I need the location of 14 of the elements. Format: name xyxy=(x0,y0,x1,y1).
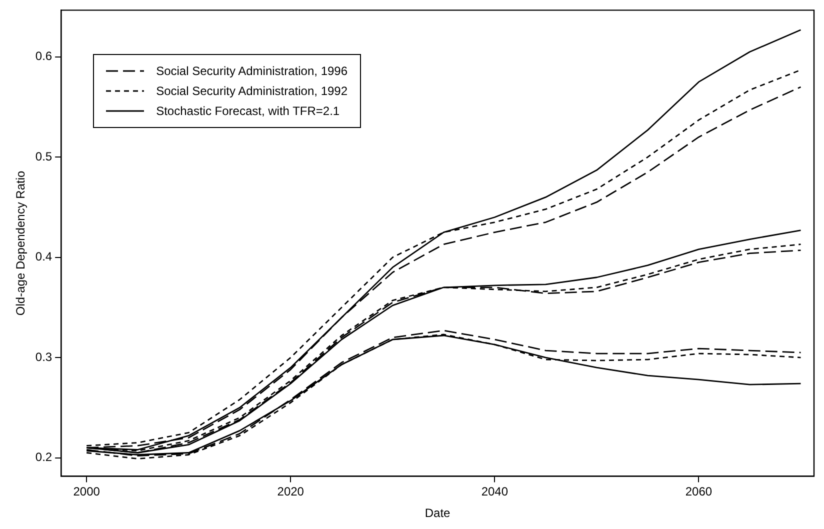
legend-label: Social Security Administration, 1992 xyxy=(156,84,348,98)
x-tick-label: 2060 xyxy=(685,484,712,499)
x-tick-label: 2040 xyxy=(481,484,508,499)
legend-label: Stochastic Forecast, with TFR=2.1 xyxy=(156,104,340,118)
y-tick-label: 0.6 xyxy=(35,49,52,64)
y-axis-title: Old-age Dependency Ratio xyxy=(14,170,28,316)
y-tick-label: 0.4 xyxy=(35,250,52,264)
y-tick-label: 0.5 xyxy=(35,149,52,164)
legend-label: Social Security Administration, 1996 xyxy=(156,64,348,78)
x-tick-label: 2000 xyxy=(73,484,100,499)
x-axis-title: Date xyxy=(424,506,451,520)
y-tick-label: 0.2 xyxy=(35,450,52,464)
x-tick-label: 2020 xyxy=(277,484,304,499)
y-tick-label: 0.3 xyxy=(35,350,52,364)
